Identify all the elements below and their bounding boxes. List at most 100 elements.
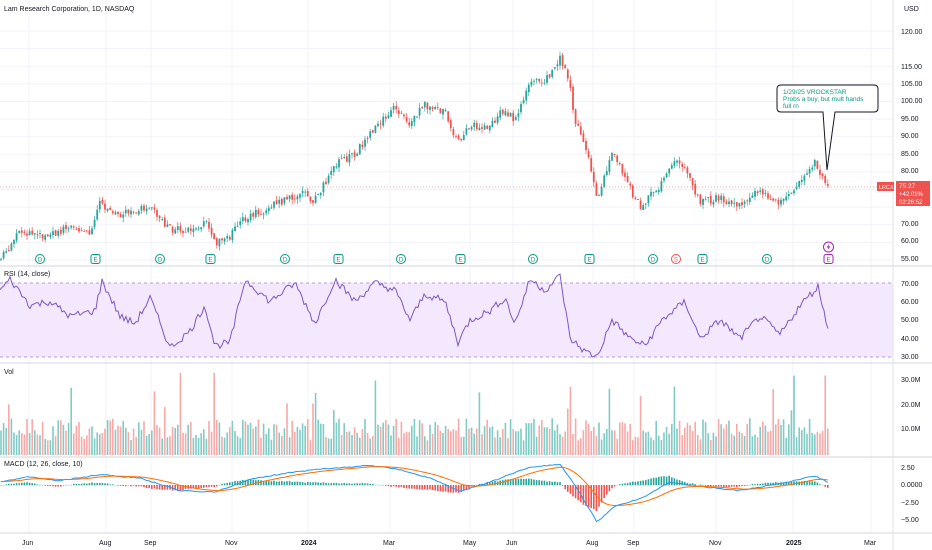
symbol-tag-text: LRCX (879, 185, 894, 191)
volume-bar (325, 437, 327, 455)
macd-hist-bar (343, 482, 345, 486)
macd-tick: 0.0000 (901, 482, 923, 489)
volume-bar (785, 437, 787, 455)
event-marker-label: E (587, 258, 591, 264)
event-marker[interactable]: D (35, 254, 45, 264)
volume-bar (413, 418, 416, 455)
volume-bar (249, 422, 252, 455)
annotation-callout[interactable]: 1/29/25 VROCKSTAR Probs a buy, but mult … (776, 84, 879, 171)
event-marker[interactable]: D (762, 254, 772, 264)
lightning-icon[interactable] (823, 241, 834, 253)
candle-body (491, 120, 494, 128)
volume-bar (177, 424, 179, 455)
candle-body (725, 201, 728, 205)
macd-tick: 2.50 (901, 465, 915, 472)
volume-bar (811, 432, 813, 455)
macd-hist-bar (0, 485, 2, 486)
event-marker[interactable]: S (671, 254, 681, 264)
event-marker[interactable]: E (584, 254, 595, 264)
rsi-axis[interactable]: 70.00 60.00 50.00 40.00 30.00 (901, 281, 919, 361)
candle-body (335, 166, 338, 168)
event-marker[interactable]: D (396, 254, 406, 264)
candle-body (444, 110, 447, 111)
event-marker[interactable]: D (155, 254, 165, 264)
volume-bar (208, 421, 210, 455)
candle-body (457, 135, 460, 140)
volume-bar (821, 430, 824, 455)
macd-hist-bar (23, 482, 26, 486)
event-marker[interactable]: D (648, 254, 658, 264)
candle-body (748, 197, 751, 202)
currency-label: USD (904, 6, 919, 13)
volume-series (0, 372, 829, 455)
macd-axis[interactable]: 2.50 0.0000 −2.50 −5.00 (901, 465, 923, 524)
candle-body (280, 198, 283, 205)
candle-body (559, 55, 561, 66)
macd-hist-bar (164, 485, 166, 490)
event-marker-label: D (283, 258, 288, 264)
event-marker[interactable]: D (280, 254, 290, 264)
candle-body (442, 108, 444, 115)
macd-hist-bar (44, 485, 46, 486)
volume-bar (67, 423, 70, 455)
macd-hist-bar (543, 480, 546, 486)
event-marker[interactable]: E (333, 254, 344, 264)
macd-hist-bar (221, 483, 223, 486)
event-marker[interactable]: E (90, 254, 101, 264)
volume-bar (489, 427, 491, 455)
volume-bar (447, 429, 449, 455)
macd-hist-bar (278, 481, 280, 486)
macd-hist-bar (639, 480, 642, 486)
macd-hist-bar (161, 485, 163, 490)
event-marker[interactable]: D (528, 254, 538, 264)
volume-bar (91, 426, 93, 455)
volume-bar (450, 431, 452, 455)
volume-bar (361, 428, 364, 455)
volume-bar (684, 427, 686, 455)
volume-axis[interactable]: 30.0M 20.0M 10.0M (901, 377, 921, 433)
candle-body (655, 190, 658, 193)
volume-bar (190, 421, 192, 455)
macd-hist-bar (520, 478, 522, 486)
volume-bar (728, 420, 730, 455)
volume-bar (574, 418, 577, 455)
volume-bar (808, 418, 811, 455)
event-marker[interactable]: E (823, 254, 834, 264)
volume-bar (140, 430, 143, 455)
volume-bar (481, 434, 483, 455)
volume-bar (751, 436, 754, 455)
event-marker[interactable]: E (455, 254, 466, 264)
macd-hist-bar (808, 480, 811, 486)
last-price-tag[interactable]: LRCX 75.27 +42.01% 02:26:52 (877, 181, 930, 206)
volume-bar (741, 433, 743, 455)
volume-bar (255, 426, 257, 455)
time-axis[interactable]: Jun Aug Sep Nov 2024 Mar May Jun Aug Sep… (22, 540, 877, 547)
volume-bar (195, 434, 197, 455)
volume-bar (75, 425, 78, 455)
volume-bar (299, 429, 301, 455)
macd-hist-bar (411, 485, 413, 489)
macd-hist-bar (699, 484, 702, 486)
volume-bar (509, 419, 512, 455)
candle-body (624, 172, 626, 177)
macd-hist-bar (782, 482, 785, 486)
macd-hist-bar (5, 484, 7, 486)
macd-hist-bar (226, 483, 228, 486)
price-axis[interactable]: 120.00 115.00 105.00 100.00 95.00 90.00 … (901, 29, 923, 263)
macd-hist-bar (434, 485, 436, 491)
volume-bar (364, 418, 366, 455)
macd-hist-bar (392, 485, 395, 487)
volume-bar (746, 423, 748, 455)
candle-body (122, 214, 125, 218)
macd-hist-bar (759, 484, 761, 486)
event-marker[interactable]: E (697, 254, 708, 264)
volume-bar (78, 421, 80, 455)
volume-bar (122, 421, 124, 455)
candle-body (301, 190, 304, 194)
volume-bar (444, 425, 447, 455)
candle-body (785, 196, 788, 201)
candle-body (452, 129, 455, 135)
event-marker[interactable]: E (205, 254, 216, 264)
macd-hist-bar (767, 482, 769, 486)
